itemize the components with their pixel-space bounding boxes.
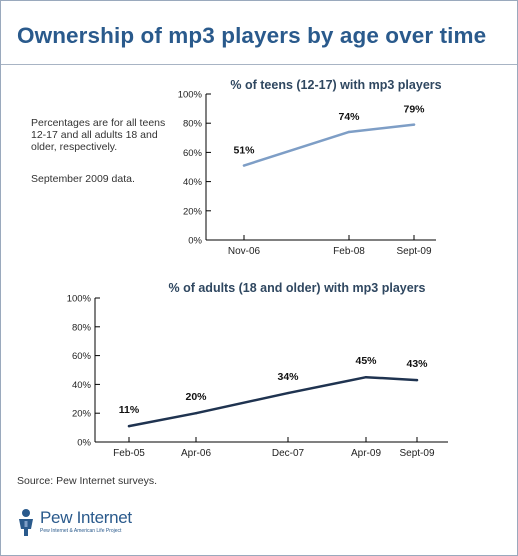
teens-data-point xyxy=(242,164,246,167)
adults-y-tick-label: 20% xyxy=(72,409,92,420)
adults-data-point xyxy=(364,376,368,379)
adults-chart: % of adults (18 and older) with mp3 play… xyxy=(67,281,448,459)
note-date: September 2009 data. xyxy=(31,173,135,185)
adults-y-tick-label: 100% xyxy=(67,294,92,305)
teens-data-point xyxy=(412,123,416,126)
adults-x-tick-label: Apr-09 xyxy=(351,448,381,459)
teens-chart: % of teens (12-17) with mp3 players 0% 20%… xyxy=(178,78,442,257)
source-note: Source: Pew Internet surveys. xyxy=(17,475,158,487)
adults-data-label: 34% xyxy=(277,371,299,383)
adults-chart-title: % of adults (18 and older) with mp3 play… xyxy=(169,281,426,295)
teens-x-tick-label: Nov-06 xyxy=(228,246,261,257)
adults-data-label: 45% xyxy=(355,355,377,367)
teens-data-point xyxy=(347,130,351,134)
adults-x-tick-label: Sept-09 xyxy=(399,448,434,459)
logo-subtitle: Pew Internet & American Life Project xyxy=(40,528,122,534)
adults-data-point xyxy=(194,412,198,415)
pew-internet-logo: Pew Internet Pew Internet & American Lif… xyxy=(15,507,155,539)
teens-x-tick-label: Feb-08 xyxy=(333,246,365,257)
adults-data-label: 20% xyxy=(185,391,207,403)
adults-y-tick-label: 0% xyxy=(77,438,91,449)
figure-title: Ownership of mp3 players by age over tim… xyxy=(17,23,487,48)
teens-chart-title: % of teens (12-17) with mp3 players xyxy=(230,78,441,92)
adults-y-tick-label: 80% xyxy=(72,322,92,333)
teens-y-tick-label: 0% xyxy=(188,236,202,247)
title-divider xyxy=(1,64,517,65)
teens-y-tick-label: 80% xyxy=(183,119,203,130)
adults-data-point xyxy=(415,378,419,382)
adults-data-point xyxy=(127,424,131,428)
adults-y-tick-label: 60% xyxy=(72,351,92,362)
adults-data-label: 11% xyxy=(119,404,140,416)
adults-x-tick-label: Feb-05 xyxy=(113,448,145,459)
teens-data-label: 74% xyxy=(338,111,360,123)
adults-x-tick-label: Apr-06 xyxy=(181,448,211,459)
pew-logo-icon xyxy=(15,507,37,537)
adults-data-point xyxy=(286,391,290,395)
adults-x-tick-label: Dec-07 xyxy=(272,448,305,459)
note-text: Percentages are for all teens 12-17 and … xyxy=(31,117,166,153)
teens-y-tick-label: 20% xyxy=(183,206,203,217)
teens-y-tick-label: 40% xyxy=(183,177,203,188)
logo-name: Pew Internet xyxy=(40,508,132,527)
adults-y-tick-label: 40% xyxy=(72,380,92,391)
teens-y-tick-label: 100% xyxy=(178,90,203,101)
teens-data-label: 51% xyxy=(233,145,255,157)
adults-data-label: 43% xyxy=(406,358,428,370)
teens-y-tick-label: 60% xyxy=(183,148,203,159)
teens-x-tick-label: Sept-09 xyxy=(396,246,431,257)
adults-series-line xyxy=(127,375,419,428)
teens-data-label: 79% xyxy=(403,104,425,116)
